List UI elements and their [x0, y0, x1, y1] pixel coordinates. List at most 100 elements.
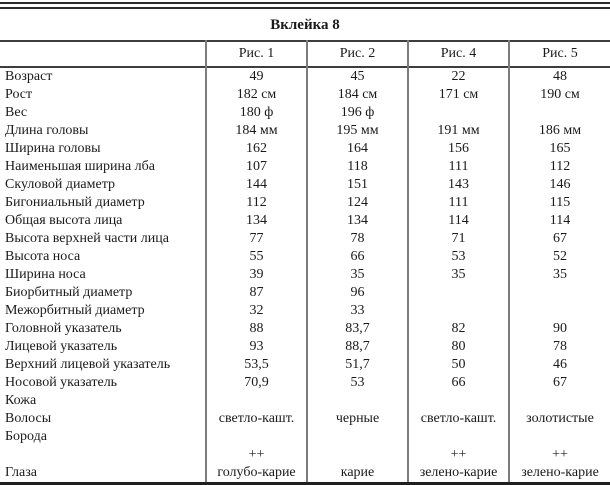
table-cell: 190 см — [508, 86, 610, 104]
table-cell: 82 — [407, 320, 509, 338]
table-cell: черные — [306, 410, 408, 428]
table-cell: 87 — [205, 284, 307, 302]
table-row: Ширина головы 162 164 156 165 — [0, 140, 610, 158]
row-label: Бигониальный диаметр — [5, 195, 145, 210]
row-label — [0, 446, 206, 464]
table-row: Биорбитный диаметр 87 96 — [0, 284, 610, 302]
table-cell: ++ — [407, 446, 509, 464]
table-cell: 52 — [508, 248, 610, 266]
row-label: Носовой указатель — [5, 375, 118, 390]
table-cell: 184 мм — [205, 122, 307, 140]
table-cell: 35 — [508, 266, 610, 284]
table-header: Рис. 1 Рис. 2 Рис. 4 Рис. 5 — [0, 41, 610, 67]
table-cell: 67 — [508, 374, 610, 392]
row-label: Рост — [5, 87, 33, 102]
table-row: Головной указатель 88 83,7 82 90 — [0, 320, 610, 338]
table-cell: 186 мм — [508, 122, 610, 140]
row-label: Верхний лицевой указатель — [5, 357, 171, 372]
table-cell — [205, 392, 307, 410]
table-cell: 50 — [407, 356, 509, 374]
table-body: Возраст 49 45 22 48 Рост 182 см 184 см 171 см 190… — [0, 67, 610, 484]
table-cell: 118 — [306, 158, 408, 176]
table-cell: зелено-карие — [508, 464, 610, 484]
table-row: Волосы светло-кашт. черные светло-кашт. золо… — [0, 410, 610, 428]
table-cell: 93 — [205, 338, 307, 356]
table-cell: 90 — [508, 320, 610, 338]
table-cell: золотистые — [508, 410, 610, 428]
top-double-rule — [0, 2, 610, 9]
table-cell: 35 — [407, 266, 509, 284]
row-label: Длина головы — [5, 123, 89, 138]
table-cell: 66 — [407, 374, 509, 392]
table-cell — [508, 284, 610, 302]
row-label: Кожа — [5, 393, 37, 408]
table-cell: 191 мм — [407, 122, 509, 140]
table-cell: 35 — [306, 266, 408, 284]
table-row: Ширина носа 39 35 35 35 — [0, 266, 610, 284]
row-label: Наименьшая ширина лба — [5, 159, 155, 174]
table-row: Высота носа 55 66 53 52 — [0, 248, 610, 266]
table-cell: 45 — [306, 67, 408, 86]
table-cell: 114 — [407, 212, 509, 230]
table-row: Скуловой диаметр 144 151 143 146 — [0, 176, 610, 194]
table-row: Борода — [0, 428, 610, 446]
table-cell: 88 — [205, 320, 307, 338]
table-cell — [407, 392, 509, 410]
table-row: Длина головы 184 мм 195 мм 191 мм 186 мм — [0, 122, 610, 140]
table-cell — [407, 104, 509, 122]
table-cell: ++ — [508, 446, 610, 464]
row-label: Межорбитный диаметр — [5, 303, 145, 318]
table-cell — [407, 428, 509, 446]
table-cell — [306, 446, 408, 464]
table-cell — [407, 302, 509, 320]
table-cell: 196 ф — [306, 104, 408, 122]
table-cell: 53 — [407, 248, 509, 266]
row-label: Ширина головы — [5, 141, 101, 156]
table-row: Глаза голубо-карие карие зелено-карие зелено… — [0, 464, 610, 484]
table-cell: 171 см — [407, 86, 509, 104]
row-label: Головной указатель — [5, 321, 122, 336]
table-cell: 67 — [508, 230, 610, 248]
column-header: Рис. 4 — [407, 41, 509, 67]
table-row: Верхний лицевой указатель 53,5 51,7 50 46 — [0, 356, 610, 374]
page-title: Вклейка 8 — [270, 17, 340, 33]
table-cell: 124 — [306, 194, 408, 212]
table-cell: 111 — [407, 194, 509, 212]
table-cell: светло-кашт. — [407, 410, 509, 428]
row-label: Биорбитный диаметр — [5, 285, 133, 300]
row-label: Вес — [5, 105, 28, 120]
row-label: Лицевой указатель — [5, 339, 118, 354]
table-cell: 112 — [508, 158, 610, 176]
table-cell: 78 — [306, 230, 408, 248]
table-cell: 107 — [205, 158, 307, 176]
table-cell: 115 — [508, 194, 610, 212]
table-row: Высота верхней части лица 77 78 71 67 — [0, 230, 610, 248]
table-cell: 134 — [205, 212, 307, 230]
table-row: Носовой указатель 70,9 53 66 67 — [0, 374, 610, 392]
table-cell: 184 см — [306, 86, 408, 104]
row-label-header — [0, 41, 206, 67]
table-cell — [508, 104, 610, 122]
table-row: Возраст 49 45 22 48 — [0, 67, 610, 86]
table-cell: 88,7 — [306, 338, 408, 356]
table-cell: 83,7 — [306, 320, 408, 338]
column-header: Рис. 5 — [508, 41, 610, 67]
row-label: Борода — [5, 429, 47, 444]
table-cell: 195 мм — [306, 122, 408, 140]
table-cell: 39 — [205, 266, 307, 284]
table-cell: 182 см — [205, 86, 307, 104]
table-cell: 32 — [205, 302, 307, 320]
table-cell: 77 — [205, 230, 307, 248]
table-cell — [508, 392, 610, 410]
table-row: Наименьшая ширина лба 107 118 111 112 — [0, 158, 610, 176]
anthropometry-table: Рис. 1 Рис. 2 Рис. 4 Рис. 5 Возраст 49 45 22 48… — [0, 40, 610, 485]
row-label: Глаза — [5, 465, 37, 480]
table-row: Межорбитный диаметр 32 33 — [0, 302, 610, 320]
table-cell: 96 — [306, 284, 408, 302]
column-header: Рис. 2 — [306, 41, 408, 67]
table-cell: 51,7 — [306, 356, 408, 374]
table-cell: 151 — [306, 176, 408, 194]
table-cell: 165 — [508, 140, 610, 158]
table-cell: 33 — [306, 302, 408, 320]
table-cell: 22 — [407, 67, 509, 86]
